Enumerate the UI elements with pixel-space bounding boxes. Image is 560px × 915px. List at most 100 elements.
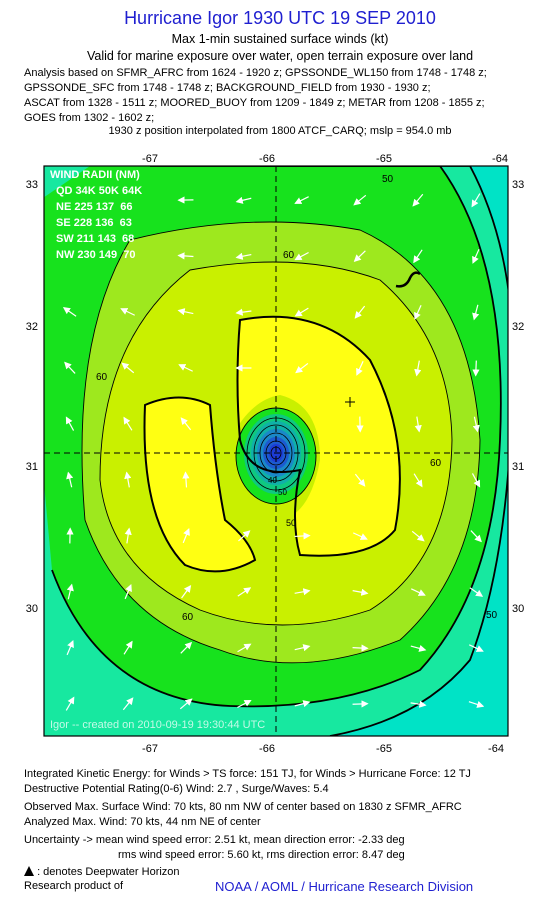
wind-arrow — [178, 364, 193, 372]
lon-tick-bottom: -66 — [259, 743, 275, 755]
wind-arrow — [353, 194, 367, 206]
wind-arrow — [410, 644, 427, 652]
wind-arrow — [414, 360, 422, 377]
wind-arrow — [352, 532, 368, 540]
legend-line: : denotes Deepwater Horizon — [24, 866, 180, 878]
wind-arrow — [294, 251, 309, 261]
contour-label: 60 — [430, 458, 442, 469]
wind-arrow — [352, 644, 369, 652]
contour-label: 50 — [278, 488, 287, 497]
wind-radii-header: WIND RADII (NM) — [50, 169, 140, 181]
wind-arrow — [64, 361, 76, 374]
wind-arrow — [66, 471, 74, 488]
wind-arrow — [180, 641, 193, 654]
wind-arrow — [471, 193, 481, 208]
wind-arrow — [414, 304, 422, 320]
map-title: Hurricane Igor 1930 UTC 19 SEP 2010 — [124, 8, 436, 28]
wind-vectors — [62, 193, 485, 711]
lon-tick-top: -67 — [142, 153, 158, 165]
map-frame — [43, 165, 509, 737]
wind-arrow — [472, 304, 480, 321]
wind-arrow — [294, 532, 311, 540]
wind-arrow — [237, 587, 252, 597]
wind-arrow — [238, 530, 251, 542]
wind-arrow — [294, 588, 311, 596]
wind-arrow — [123, 416, 133, 431]
wind-arrow — [120, 308, 135, 316]
ike-line: Integrated Kinetic Energy: for Winds > T… — [24, 768, 471, 780]
wind-arrow — [471, 473, 481, 488]
contour-label: 50 — [286, 518, 296, 528]
wind-arrow — [124, 527, 132, 544]
lat-tick-right: 33 — [512, 179, 524, 191]
wind-arrow — [356, 360, 364, 376]
wind-arrow — [352, 588, 369, 596]
wind-arrow — [413, 249, 423, 264]
map-subtitle-exposure: Valid for marine exposure over water, op… — [86, 49, 474, 63]
wind-radii-columns: QD 34K 50K 64K — [56, 185, 142, 197]
lon-tick-top: -65 — [376, 153, 392, 165]
lat-tick-left: 31 — [26, 461, 38, 473]
observed-max-line: Observed Max. Surface Wind: 70 kts, 80 n… — [24, 801, 462, 813]
map-subtitle: Max 1-min sustained surface winds (kt) — [171, 32, 389, 46]
wind-arrow — [121, 362, 135, 374]
lat-tick-right: 30 — [512, 603, 524, 615]
lon-tick-bottom: -67 — [142, 743, 158, 755]
lat-tick-right: 31 — [512, 461, 524, 473]
wind-arrow — [181, 585, 192, 599]
wind-arrow — [353, 250, 366, 262]
wind-arrow — [294, 196, 309, 204]
wind-field-map: 60 60 60 60 50 50 40 50 50 WIND RADII (N… — [26, 153, 525, 755]
wind-arrow — [412, 193, 424, 207]
wind-arrow — [66, 640, 74, 656]
wind-arrow — [235, 308, 252, 316]
lat-tick-left: 32 — [26, 321, 38, 333]
wind-radii-row: NE 225 137 66 — [56, 201, 132, 213]
deepwater-horizon-icon — [24, 866, 34, 876]
contour-label: 50 — [486, 610, 498, 621]
wind-arrow — [66, 583, 74, 600]
lon-tick-bottom: -64 — [488, 743, 504, 755]
wind-max-ne — [237, 316, 400, 556]
analysis-sources: Analysis based on SFMR_AFRC from 1624 - … — [24, 66, 554, 126]
uncertainty-line: Uncertainty -> mean wind speed error: 2.… — [24, 834, 405, 846]
wind-arrow — [470, 530, 482, 543]
wind-arrow — [468, 701, 485, 708]
wind-arrow — [294, 700, 311, 708]
analyzed-max-line: Analyzed Max. Wind: 70 kts, 44 nm NE of … — [24, 816, 261, 828]
wind-arrow — [177, 308, 194, 316]
legend-text: : denotes Deepwater Horizon — [37, 866, 180, 878]
dpr-line: Destructive Potential Rating(0-6) Wind: … — [24, 783, 329, 795]
contour-label: 60 — [96, 372, 108, 383]
axis-labels: -67 -66 -65 -64 -67 -66 -65 -64 33 32 31… — [26, 153, 525, 755]
wind-arrow — [354, 473, 366, 487]
wind-arrow — [411, 530, 425, 542]
contour-label: 60 — [182, 612, 194, 623]
wind-radii-row: NW 230 149 70 — [56, 249, 136, 261]
wind-arrow — [295, 362, 309, 374]
wind-arrow — [294, 644, 311, 652]
wind-arrow — [123, 640, 133, 655]
wind-arrow — [472, 248, 480, 264]
wind-arrow — [410, 588, 426, 596]
wind-arrow — [410, 700, 427, 708]
wind-arrow — [414, 416, 422, 433]
wind-arrow — [65, 696, 75, 711]
noaa-link[interactable]: NOAA / AOML / Hurricane Research Divisio… — [215, 879, 474, 894]
wind-arrow — [180, 417, 192, 431]
lat-tick-right: 32 — [512, 321, 524, 333]
contour-label: 40 — [268, 476, 277, 485]
wind-radii-row: SW 211 143 68 — [56, 233, 134, 245]
lat-tick-left: 33 — [26, 179, 38, 191]
wind-arrow — [124, 471, 132, 488]
wind-arrow — [237, 699, 252, 709]
wind-arrow — [62, 307, 77, 317]
analysis-line: GOES from 1302 - 1602 z; — [24, 112, 155, 124]
analysis-line: GPSSONDE_SFC from 1748 - 1748 z; BACKGRO… — [24, 82, 431, 94]
position-note: 1930 z position interpolated from 1800 A… — [108, 125, 452, 137]
wind-radii-row: SE 228 136 63 — [56, 217, 132, 229]
contour-label: 60 — [283, 250, 295, 261]
lat-tick-left: 30 — [26, 603, 38, 615]
map-credit: Igor -- created on 2010-09-19 19:30:44 U… — [50, 719, 265, 731]
uncertainty-rms-line: rms wind speed error: 5.60 kt, rms direc… — [118, 849, 405, 861]
